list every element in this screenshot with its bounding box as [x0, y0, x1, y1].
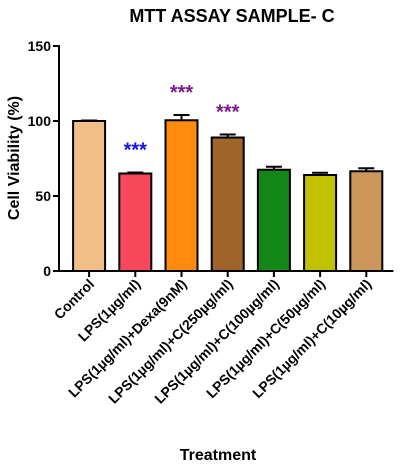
bar — [303, 174, 338, 272]
significance-annotation: *** — [124, 139, 148, 161]
bar — [164, 119, 199, 272]
significance-annotation: *** — [216, 102, 240, 124]
x-tick-label: Control — [51, 276, 98, 323]
significance-annotations: *** *** *** — [124, 82, 240, 161]
bars — [72, 114, 384, 272]
y-tick-label: 0 — [43, 263, 51, 279]
significance-annotation: *** — [170, 82, 194, 104]
y-tick-label: 150 — [28, 38, 52, 54]
bar — [349, 170, 384, 272]
y-tick-label: 50 — [35, 188, 51, 204]
x-axis: ControlLPS(1µg/ml)LPS(1µg/ml)+Dexa(9nM)L… — [51, 270, 394, 407]
y-tick-label: 100 — [28, 113, 52, 129]
bar — [118, 172, 153, 272]
bar — [72, 120, 107, 272]
y-axis-label: Cell Viability (%) — [6, 96, 23, 220]
bar — [210, 136, 245, 272]
x-axis-label: Treatment — [180, 447, 257, 464]
chart-title: MTT ASSAY SAMPLE- C — [129, 6, 334, 26]
bar — [256, 168, 291, 272]
y-axis: 0 50 100 150 — [28, 38, 60, 279]
